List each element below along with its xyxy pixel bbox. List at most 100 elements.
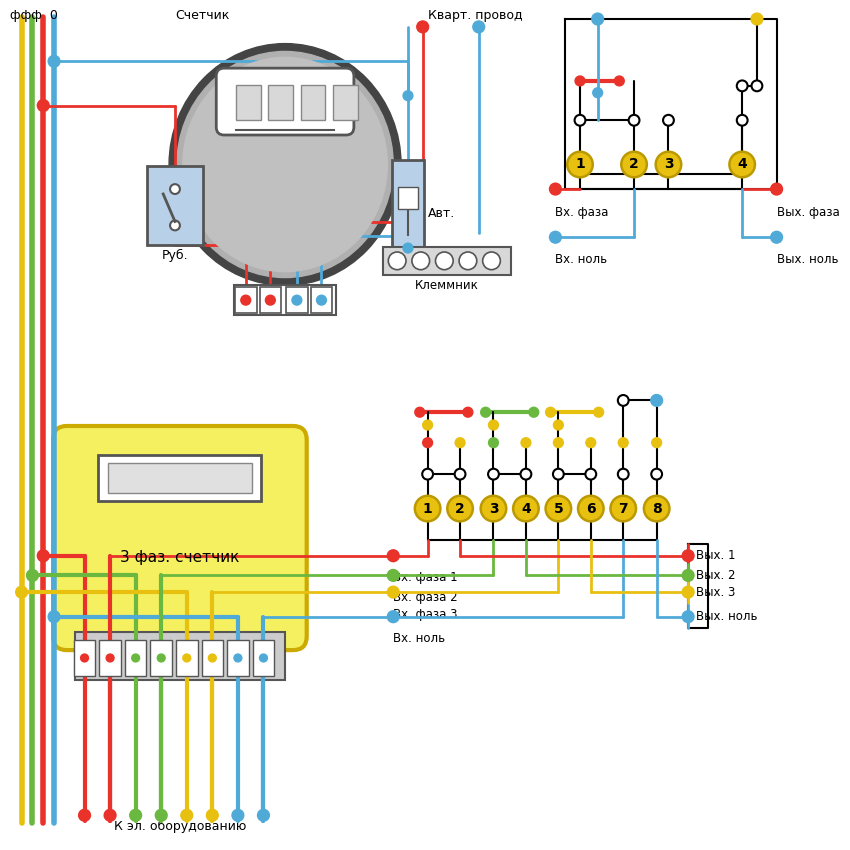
FancyBboxPatch shape [301, 85, 326, 120]
Text: Вх. ноль: Вх. ноль [555, 253, 608, 266]
FancyBboxPatch shape [234, 286, 337, 314]
Circle shape [422, 468, 433, 479]
Circle shape [618, 395, 629, 405]
Text: ффф  0: ффф 0 [10, 9, 58, 22]
Circle shape [473, 21, 484, 33]
Circle shape [586, 468, 596, 479]
Circle shape [644, 496, 670, 521]
Circle shape [415, 407, 425, 417]
Circle shape [37, 99, 49, 111]
Circle shape [610, 496, 636, 521]
Circle shape [663, 115, 674, 126]
Circle shape [575, 76, 585, 86]
FancyBboxPatch shape [74, 640, 95, 676]
Circle shape [208, 654, 216, 662]
Circle shape [513, 496, 539, 521]
Circle shape [403, 91, 413, 100]
Circle shape [651, 468, 662, 479]
Circle shape [388, 550, 400, 562]
Circle shape [170, 220, 180, 230]
Text: Счетчик: Счетчик [175, 9, 230, 22]
Circle shape [586, 438, 596, 448]
Circle shape [447, 496, 473, 521]
Circle shape [618, 468, 629, 479]
Circle shape [729, 151, 755, 178]
Text: 1: 1 [575, 157, 585, 172]
Circle shape [232, 809, 244, 821]
Circle shape [553, 420, 564, 430]
Circle shape [106, 654, 114, 662]
Circle shape [618, 438, 628, 448]
FancyBboxPatch shape [53, 426, 307, 650]
Text: 5: 5 [553, 502, 564, 516]
Circle shape [655, 151, 681, 178]
Circle shape [157, 654, 165, 662]
FancyBboxPatch shape [310, 287, 332, 313]
Circle shape [549, 183, 561, 195]
Text: Вх. фаза: Вх. фаза [555, 206, 609, 218]
FancyBboxPatch shape [259, 287, 281, 313]
Circle shape [79, 809, 90, 821]
Circle shape [546, 496, 571, 521]
Circle shape [592, 13, 603, 25]
Circle shape [207, 809, 218, 821]
Text: Вх. ноль: Вх. ноль [394, 632, 445, 645]
Circle shape [751, 13, 762, 25]
Circle shape [435, 252, 453, 269]
Circle shape [683, 586, 694, 598]
Circle shape [592, 88, 603, 98]
Text: Вых. 3: Вых. 3 [696, 586, 735, 598]
Text: 8: 8 [652, 502, 661, 516]
Circle shape [751, 81, 762, 91]
Text: К эл. оборудованию: К эл. оборудованию [114, 820, 246, 833]
Circle shape [489, 420, 498, 430]
Circle shape [520, 468, 531, 479]
FancyBboxPatch shape [150, 640, 172, 676]
Circle shape [234, 654, 242, 662]
Circle shape [488, 468, 499, 479]
Circle shape [48, 611, 60, 622]
Circle shape [48, 55, 60, 67]
Circle shape [388, 586, 400, 598]
Ellipse shape [169, 43, 401, 286]
Circle shape [388, 252, 406, 269]
Circle shape [170, 184, 180, 194]
FancyBboxPatch shape [99, 640, 121, 676]
FancyBboxPatch shape [216, 68, 354, 135]
Text: Вых. 1: Вых. 1 [696, 549, 735, 562]
Circle shape [241, 295, 251, 305]
Circle shape [489, 438, 498, 448]
Text: Вых. ноль: Вых. ноль [696, 610, 757, 623]
FancyBboxPatch shape [252, 640, 275, 676]
Circle shape [415, 496, 440, 521]
Circle shape [553, 468, 564, 479]
Circle shape [37, 550, 49, 562]
Ellipse shape [177, 52, 394, 278]
Text: 3: 3 [664, 157, 673, 172]
Circle shape [578, 496, 603, 521]
FancyBboxPatch shape [286, 287, 308, 313]
Circle shape [130, 809, 142, 821]
Circle shape [549, 231, 561, 243]
Circle shape [652, 438, 661, 448]
Text: 4: 4 [521, 502, 530, 516]
FancyBboxPatch shape [201, 640, 224, 676]
Circle shape [388, 611, 400, 622]
FancyBboxPatch shape [383, 247, 511, 275]
FancyBboxPatch shape [99, 456, 262, 501]
Text: Руб.: Руб. [162, 249, 189, 262]
FancyBboxPatch shape [108, 463, 252, 493]
Circle shape [553, 438, 564, 448]
FancyBboxPatch shape [235, 287, 257, 313]
Text: Клеммник: Клеммник [416, 279, 479, 292]
Circle shape [546, 407, 555, 417]
Circle shape [481, 407, 490, 417]
Circle shape [567, 151, 592, 178]
FancyBboxPatch shape [147, 167, 202, 245]
Circle shape [621, 151, 647, 178]
Circle shape [459, 252, 477, 269]
Text: Кварт. провод: Кварт. провод [428, 9, 522, 22]
Circle shape [422, 420, 433, 430]
Circle shape [463, 407, 473, 417]
Text: 3: 3 [489, 502, 498, 516]
